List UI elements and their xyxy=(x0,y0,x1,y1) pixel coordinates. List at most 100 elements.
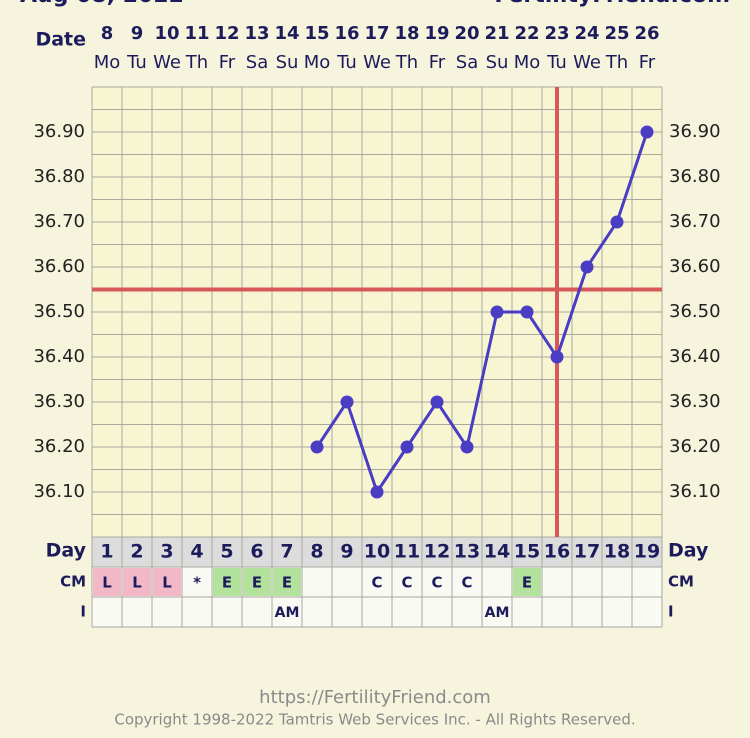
weekday: Fr xyxy=(429,52,446,73)
date: 10 xyxy=(154,23,179,44)
date: 15 xyxy=(304,23,329,44)
weekday: Tu xyxy=(546,52,567,73)
date: 20 xyxy=(454,23,479,44)
weekday: Mo xyxy=(94,52,121,73)
cm-cell xyxy=(513,568,541,596)
cm-value: L xyxy=(132,574,142,592)
date: 19 xyxy=(424,23,449,44)
weekday: Th xyxy=(605,52,628,73)
y-tick-label-right: 36.10 xyxy=(669,481,721,502)
y-tick-label-right: 36.50 xyxy=(669,301,721,322)
weekday: Su xyxy=(276,52,299,73)
footer-copyright: Copyright 1998-2022 Tamtris Web Services… xyxy=(114,711,635,729)
day-label: Day xyxy=(46,540,87,562)
y-tick-label-right: 36.20 xyxy=(669,436,721,457)
y-tick-label: 36.50 xyxy=(33,301,85,322)
y-tick-label: 36.80 xyxy=(33,166,85,187)
cm-label: CM xyxy=(60,573,86,591)
temperature-point xyxy=(310,440,324,454)
cm-label: CM xyxy=(668,573,694,591)
cm-cell xyxy=(153,568,181,596)
date: 12 xyxy=(214,23,239,44)
cm-cell xyxy=(123,568,151,596)
date: 25 xyxy=(604,23,629,44)
weekday: Su xyxy=(486,52,509,73)
y-tick-label: 36.30 xyxy=(33,391,85,412)
date: 22 xyxy=(514,23,539,44)
weekday: Mo xyxy=(304,52,331,73)
date: 24 xyxy=(574,23,599,44)
y-tick-label-right: 36.30 xyxy=(669,391,721,412)
x-tick-label: 3 xyxy=(160,541,173,563)
chart-title: Aug 08, 2022 xyxy=(20,0,184,8)
temperature-point xyxy=(550,350,564,364)
temperature-point xyxy=(610,215,624,229)
y-tick-label: 36.90 xyxy=(33,121,85,142)
cm-value: E xyxy=(222,574,232,592)
intercourse-label: I xyxy=(668,603,674,621)
x-tick-label: 8 xyxy=(310,541,323,563)
temperature-line xyxy=(315,131,649,496)
date: 21 xyxy=(484,23,509,44)
temperature-point xyxy=(580,260,594,274)
x-tick-label: 16 xyxy=(544,541,570,563)
cm-cell xyxy=(243,568,271,596)
y-tick-label: 36.70 xyxy=(33,211,85,232)
temperature-point xyxy=(460,440,474,454)
cm-value: E xyxy=(522,574,532,592)
x-tick-label: 12 xyxy=(424,541,450,563)
footer-url: https://FertilityFriend.com xyxy=(259,687,491,708)
y-tick-label-right: 36.60 xyxy=(669,256,721,277)
x-tick-label: 7 xyxy=(280,541,293,563)
weekday: Fr xyxy=(219,52,236,73)
cm-value: C xyxy=(401,574,412,592)
x-tick-label: 17 xyxy=(574,541,600,563)
y-tick-label: 36.20 xyxy=(33,436,85,457)
x-tick-label: 2 xyxy=(130,541,143,563)
date: 13 xyxy=(244,23,269,44)
cm-value: * xyxy=(193,574,201,592)
y-tick-label-right: 36.80 xyxy=(669,166,721,187)
date: 23 xyxy=(544,23,569,44)
weekday: Mo xyxy=(514,52,541,73)
date: 11 xyxy=(184,23,209,44)
cm-cell xyxy=(213,568,241,596)
weekday: We xyxy=(573,52,601,73)
temperature-point xyxy=(430,395,444,409)
cm-cell xyxy=(93,568,121,596)
x-tick-label: 14 xyxy=(484,541,510,563)
cm-value: C xyxy=(461,574,472,592)
date: 14 xyxy=(274,23,299,44)
x-tick-label: 18 xyxy=(604,541,630,563)
x-tick-label: 5 xyxy=(220,541,233,563)
intercourse-value: AM xyxy=(485,605,510,621)
date-label: Date xyxy=(35,29,86,51)
weekday: We xyxy=(153,52,181,73)
day-label: Day xyxy=(668,540,709,562)
cm-value: C xyxy=(371,574,382,592)
temperature-point xyxy=(640,125,654,139)
date: 16 xyxy=(334,23,359,44)
intercourse-row xyxy=(92,597,662,627)
cm-cell xyxy=(273,568,301,596)
weekday: We xyxy=(363,52,391,73)
x-tick-label: 13 xyxy=(454,541,480,563)
temperature-point xyxy=(370,485,384,499)
weekday: Sa xyxy=(456,52,478,73)
x-tick-label: 15 xyxy=(514,541,540,563)
weekday: Th xyxy=(395,52,418,73)
y-tick-label: 36.10 xyxy=(33,481,85,502)
date: 17 xyxy=(364,23,389,44)
y-tick-label-right: 36.70 xyxy=(669,211,721,232)
weekday: Sa xyxy=(246,52,268,73)
site-name: FertilityFriend.com xyxy=(494,0,730,8)
weekday: Th xyxy=(185,52,208,73)
cm-value: E xyxy=(252,574,262,592)
y-tick-label-right: 36.90 xyxy=(669,121,721,142)
cm-row xyxy=(92,567,662,597)
temperature-point xyxy=(520,305,534,319)
day-row xyxy=(92,537,662,567)
cm-value: L xyxy=(102,574,112,592)
date: 9 xyxy=(131,23,144,44)
